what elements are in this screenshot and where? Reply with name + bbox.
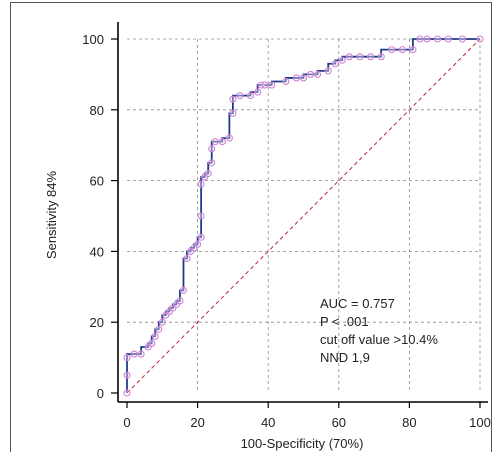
roc-point: [292, 74, 300, 82]
roc-point: [197, 233, 205, 241]
roc-point: [434, 35, 442, 43]
roc-point: [197, 180, 205, 188]
roc-point: [409, 46, 417, 54]
roc-point: [247, 92, 255, 100]
roc-point: [314, 70, 322, 78]
roc-point: [225, 134, 233, 142]
roc-point: [398, 46, 406, 54]
y-tick-label: 100: [82, 32, 104, 47]
x-tick-label: 40: [261, 415, 275, 430]
y-tick-label: 20: [90, 315, 104, 330]
x-tick-label: 80: [402, 415, 416, 430]
y-axis-title: Sensitivity 84%: [44, 170, 59, 259]
roc-point: [155, 325, 163, 333]
reference-diagonal-line: [126, 38, 481, 394]
roc-point: [236, 92, 244, 100]
roc-point: [229, 109, 237, 117]
roc-point: [338, 56, 346, 64]
roc-markers: [123, 35, 484, 397]
roc-point: [176, 297, 184, 305]
roc-point: [261, 81, 269, 89]
roc-point: [208, 159, 216, 167]
roc-point: [268, 81, 276, 89]
roc-point: [179, 286, 188, 294]
annotation-box: AUC = 0.757 P < .001 cut off value >10.4…: [320, 296, 438, 365]
roc-point: [204, 169, 212, 178]
roc-point: [123, 371, 131, 379]
roc-point: [148, 339, 156, 347]
roc-point: [229, 95, 237, 103]
y-tick-label: 0: [97, 386, 104, 401]
roc-point: [197, 212, 205, 220]
roc-point: [208, 145, 216, 153]
roc-point: [254, 88, 262, 96]
y-tick-label: 40: [90, 244, 104, 259]
roc-point: [194, 240, 202, 248]
roc-point: [356, 53, 364, 61]
roc-point: [476, 35, 484, 43]
roc-point: [388, 46, 396, 54]
roc-point: [218, 138, 226, 146]
roc-point: [423, 35, 431, 43]
roc-point: [183, 254, 191, 263]
auc-annotation: AUC = 0.757: [320, 296, 395, 311]
x-tick-label: 0: [123, 415, 130, 430]
roc-point: [416, 35, 424, 43]
roc-point: [130, 350, 138, 358]
p-value-annotation: P < .001: [320, 314, 369, 329]
y-tick-label: 60: [90, 174, 104, 189]
roc-point: [444, 35, 452, 43]
roc-point: [324, 67, 332, 75]
y-axis-ticks: 0 20 40 60 80 100: [82, 32, 118, 401]
roc-point: [299, 74, 308, 82]
roc-point: [345, 53, 353, 61]
x-axis-ticks: 0 20 40 60 80 100: [123, 402, 491, 430]
x-tick-label: 60: [332, 415, 346, 430]
y-tick-label: 80: [90, 103, 104, 118]
cutoff-annotation: cut off value >10.4%: [320, 332, 438, 347]
roc-point: [331, 60, 339, 68]
roc-point: [158, 318, 166, 326]
roc-point: [123, 354, 131, 362]
roc-point: [377, 53, 385, 61]
roc-point: [282, 77, 290, 86]
roc-point: [123, 389, 131, 397]
roc-point: [458, 35, 466, 43]
roc-point: [137, 350, 145, 358]
x-tick-label: 20: [190, 415, 204, 430]
x-axis-title: 100-Specificity (70%): [241, 436, 364, 451]
roc-point: [307, 70, 315, 78]
roc-point: [211, 138, 219, 146]
roc-point: [367, 53, 375, 61]
nnd-annotation: NND 1,9: [320, 350, 370, 365]
roc-point: [151, 332, 159, 340]
x-tick-label: 100: [469, 415, 491, 430]
